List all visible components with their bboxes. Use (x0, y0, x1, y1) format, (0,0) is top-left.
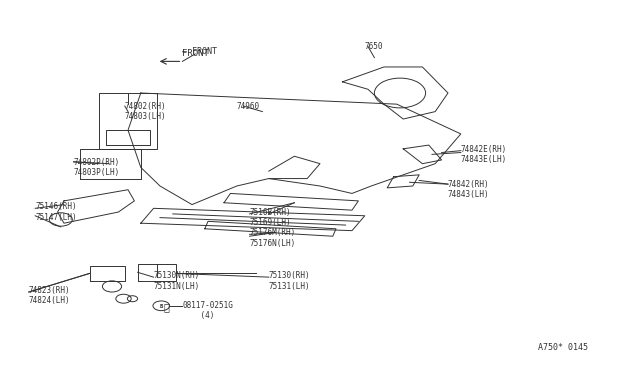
Text: 74802(RH)
74803(LH): 74802(RH) 74803(LH) (125, 102, 166, 121)
Text: 74842E(RH)
74843E(LH): 74842E(RH) 74843E(LH) (461, 145, 507, 164)
Text: 75130(RH)
75131(LH): 75130(RH) 75131(LH) (269, 271, 310, 291)
Text: FRONT: FRONT (182, 49, 209, 58)
Text: 74842(RH)
74843(LH): 74842(RH) 74843(LH) (448, 180, 490, 199)
Text: B: B (159, 304, 163, 309)
Text: 74802P(RH)
74803P(LH): 74802P(RH) 74803P(LH) (74, 158, 120, 177)
Text: Ⓑ: Ⓑ (163, 302, 169, 312)
Text: 75176M(RH)
75176N(LH): 75176M(RH) 75176N(LH) (250, 228, 296, 248)
Text: ← FRONT: ← FRONT (182, 47, 218, 56)
Text: 74823(RH)
74824(LH): 74823(RH) 74824(LH) (29, 286, 70, 305)
Text: 7516B(RH)
75169(LH): 7516B(RH) 75169(LH) (250, 208, 291, 227)
Text: 75130N(RH)
75131N(LH): 75130N(RH) 75131N(LH) (154, 271, 200, 291)
Text: A750* 0145: A750* 0145 (538, 343, 588, 352)
Text: 08117-0251G
    (4): 08117-0251G (4) (182, 301, 233, 320)
Text: 74960: 74960 (237, 102, 260, 110)
Text: 7650: 7650 (365, 42, 383, 51)
Text: 75146(RH)
75147(LH): 75146(RH) 75147(LH) (35, 202, 77, 222)
